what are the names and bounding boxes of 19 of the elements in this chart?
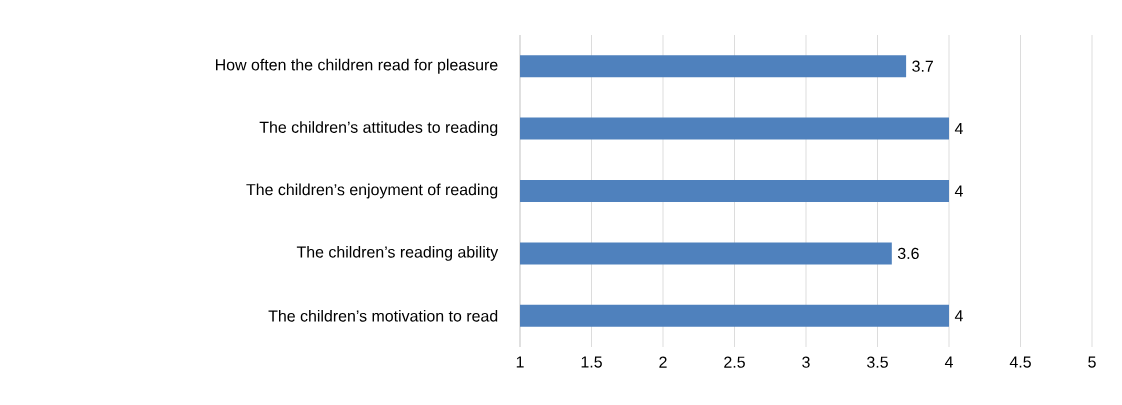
data-label: 4: [954, 123, 963, 135]
x-tick-label: 2: [659, 356, 667, 368]
x-tick-label: 1.5: [581, 356, 602, 368]
data-label: 4: [954, 185, 963, 197]
data-label: 4: [954, 310, 963, 322]
y-tick-label: The children’s enjoyment of reading: [246, 183, 498, 199]
x-tick-label: 4.5: [1009, 356, 1031, 368]
y-tick-label: The children’s motivation to read: [268, 309, 498, 322]
y-tick-label: The children’s attitudes to reading: [259, 121, 498, 137]
x-tick-label: 3.5: [867, 356, 888, 368]
y-tick-label: The children’s reading ability: [296, 245, 499, 261]
y-tick-label: How often the children read for pleasure: [216, 58, 498, 74]
x-tick-label: 1: [516, 356, 524, 368]
x-tick-label: 4: [944, 356, 953, 368]
x-tick-label: 2.5: [724, 356, 745, 368]
data-label: 3.6: [897, 247, 919, 260]
x-tick-label: 3: [802, 356, 810, 368]
data-label: 3.7: [912, 60, 933, 72]
x-tick-label: 5: [1088, 356, 1096, 368]
